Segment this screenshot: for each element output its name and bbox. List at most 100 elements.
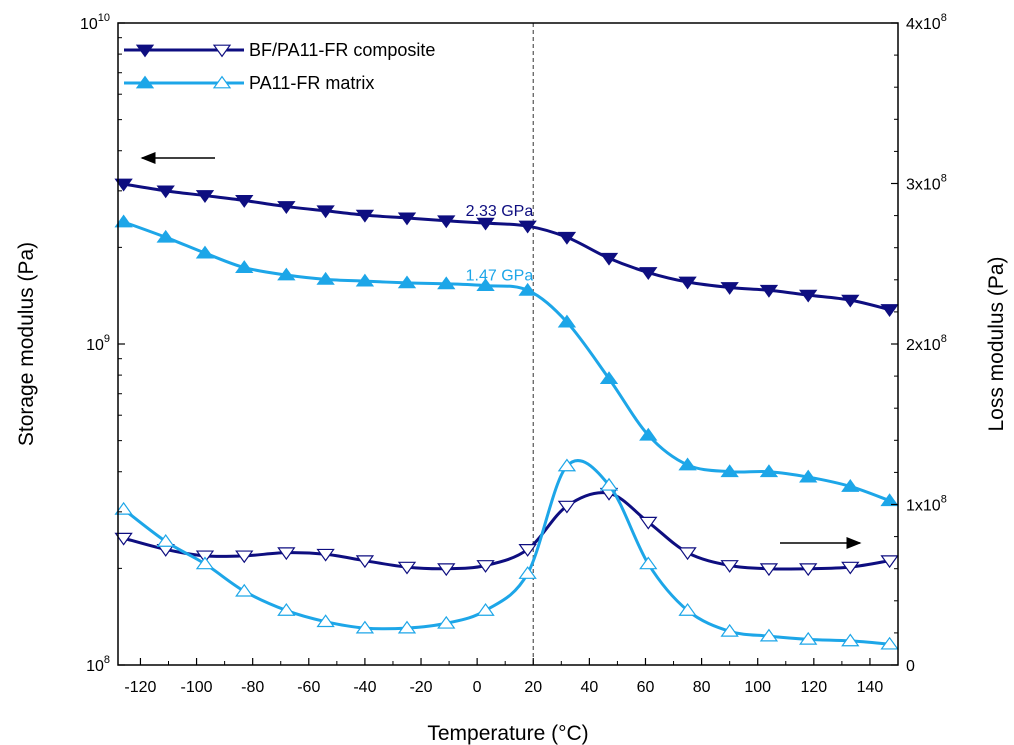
x-tick-label: 60 <box>637 679 655 696</box>
data-point <box>316 205 335 219</box>
data-point <box>799 469 818 483</box>
data-point <box>799 631 818 645</box>
data-point <box>195 556 215 570</box>
legend-entry: PA11-FR matrix <box>124 73 374 93</box>
x-tick-label: 40 <box>580 679 598 696</box>
x-tick-label: -120 <box>124 679 156 696</box>
data-point <box>437 615 456 629</box>
data-point <box>841 561 860 575</box>
right-y-tick-label: 4x108 <box>906 12 947 33</box>
ticks-layer: -120 -100 -80 -60 -40 -20 0 20 40 60 80 100 120 140 10… <box>80 12 947 696</box>
data-point <box>114 178 133 192</box>
series-layer <box>114 178 899 650</box>
legend: BF/PA11-FR composite PA11-FR matrix <box>124 40 435 93</box>
legend-label: BF/PA11-FR composite <box>249 40 435 60</box>
series-storage-composite <box>114 178 899 318</box>
data-point <box>195 245 215 259</box>
annotation-layer: 2.33 GPa 1.47 GPa <box>140 152 862 549</box>
data-point <box>235 195 254 208</box>
series-line <box>123 491 890 571</box>
data-point <box>557 231 577 245</box>
series-loss-composite <box>114 487 899 577</box>
data-point <box>518 544 537 557</box>
data-point <box>518 566 537 579</box>
data-point <box>355 209 375 223</box>
x-tick-label: 0 <box>473 679 482 696</box>
data-point <box>277 201 296 215</box>
right-y-tick-label: 0 <box>906 658 915 675</box>
data-point <box>759 464 779 478</box>
data-point <box>720 282 739 295</box>
data-point <box>880 636 899 650</box>
data-point <box>277 547 296 561</box>
data-point <box>437 276 456 290</box>
data-point <box>156 533 175 547</box>
left-y-tick-label: 108 <box>86 654 110 675</box>
x-tick-label: -20 <box>409 679 432 696</box>
data-point <box>599 252 619 266</box>
data-point <box>841 294 860 308</box>
value-annotation: 2.33 GPa <box>466 203 534 220</box>
data-point <box>639 556 658 570</box>
data-point <box>235 550 254 564</box>
data-point <box>195 190 215 204</box>
data-point <box>397 620 417 634</box>
data-point <box>880 555 899 569</box>
data-point <box>355 555 375 569</box>
data-point <box>599 371 619 385</box>
left-y-axis-title: Storage modulus (Pa) <box>15 242 38 446</box>
data-point <box>476 217 495 231</box>
data-point <box>557 314 577 328</box>
data-point <box>841 633 860 647</box>
data-point <box>397 561 417 575</box>
data-point <box>235 583 254 597</box>
data-point <box>114 532 133 546</box>
x-tick-label: -60 <box>297 679 320 696</box>
left-y-tick-label: 1010 <box>80 12 110 33</box>
data-point <box>316 614 335 628</box>
data-point <box>799 563 818 577</box>
series-line <box>123 220 891 503</box>
data-point <box>316 271 335 285</box>
data-point <box>841 478 860 492</box>
data-point <box>639 427 658 441</box>
legend-filled-marker <box>135 75 155 89</box>
data-point <box>599 477 619 491</box>
x-axis-title: Temperature (°C) <box>427 722 588 745</box>
legend-open-marker <box>212 75 232 89</box>
x-tick-label: 140 <box>857 679 884 696</box>
data-point <box>476 278 495 292</box>
data-point <box>720 464 739 478</box>
data-point <box>880 493 899 507</box>
data-point <box>476 560 495 573</box>
data-point <box>437 215 456 229</box>
data-point <box>277 267 296 281</box>
data-point <box>678 547 697 561</box>
x-tick-label: 100 <box>744 679 771 696</box>
data-point <box>557 500 577 514</box>
legend-entry: BF/PA11-FR composite <box>124 40 435 60</box>
series-storage-matrix <box>114 214 899 507</box>
data-point <box>518 220 537 234</box>
legend-label: PA11-FR matrix <box>249 73 374 93</box>
data-point <box>355 620 375 634</box>
data-point <box>678 457 697 471</box>
data-point <box>437 563 456 577</box>
data-point <box>759 284 779 298</box>
x-tick-label: -100 <box>181 679 213 696</box>
x-tick-label: 20 <box>524 679 542 696</box>
data-point <box>156 185 175 199</box>
data-point <box>235 260 254 273</box>
x-tick-label: -40 <box>353 679 376 696</box>
data-point <box>355 273 375 287</box>
data-point <box>397 275 417 289</box>
data-point <box>476 602 495 616</box>
series-loss-matrix <box>114 458 899 650</box>
data-point <box>114 214 133 228</box>
data-point <box>639 516 658 530</box>
left-y-tick-label: 109 <box>86 333 110 354</box>
legend-open-marker <box>212 44 232 58</box>
value-annotation: 1.47 GPa <box>466 267 534 284</box>
data-point <box>557 458 577 472</box>
